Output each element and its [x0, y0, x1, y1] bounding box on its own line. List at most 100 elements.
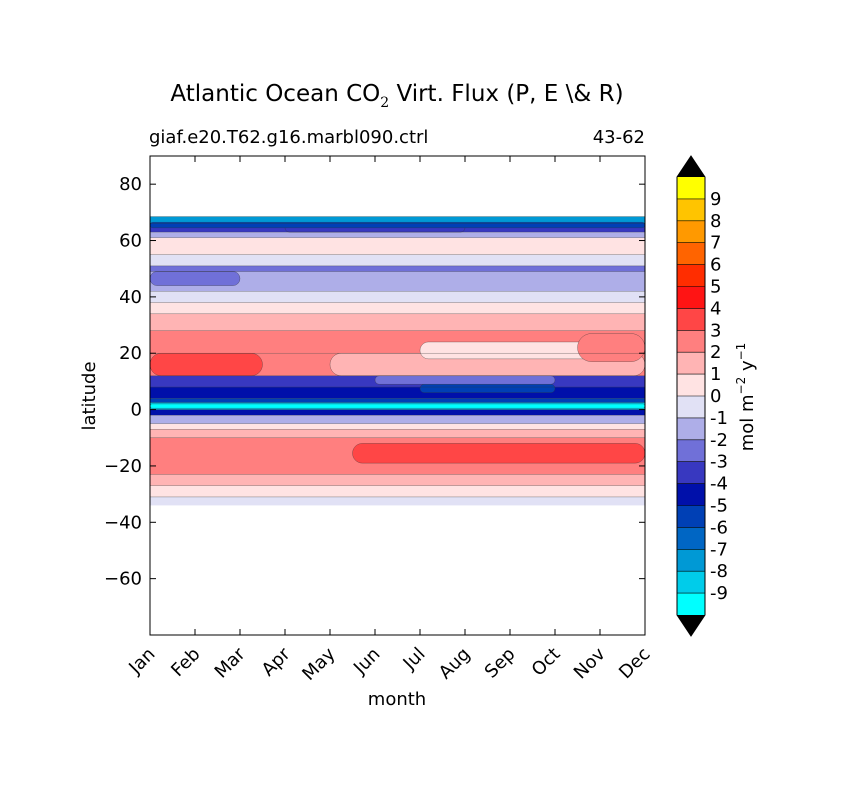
colorbar-extend-top: [677, 156, 705, 177]
colorbar-segment: [677, 374, 705, 396]
colorbar-tick-label: -4: [710, 474, 728, 495]
colorbar-segment: [677, 264, 705, 287]
x-tick-label: Aug: [435, 644, 475, 684]
colorbar-outline: [676, 155, 706, 637]
colorbar-segment: [677, 220, 705, 243]
contour-band: [150, 485, 645, 497]
colorbar-segment: [677, 308, 705, 331]
colorbar-segment: [677, 527, 705, 550]
x-tick-label: May: [298, 643, 339, 684]
y-tick-label: 60: [119, 231, 142, 252]
colorbar-segment: [677, 571, 705, 594]
x-axis-label: month: [368, 689, 426, 710]
x-tick-label: Jan: [124, 644, 159, 679]
contour-band: [150, 237, 645, 255]
contour-band: [150, 291, 645, 303]
contour-band: [150, 474, 645, 486]
contour-band: [150, 271, 645, 292]
colorbar-tick-label: -7: [710, 539, 728, 560]
x-tick-label: Feb: [167, 644, 204, 681]
colorbar-segment: [677, 177, 705, 199]
contour-band: [150, 415, 645, 424]
x-tick-label: Apr: [258, 643, 295, 680]
colorbar-tick-label: 6: [710, 255, 721, 276]
y-axis: 80 60 40 20 0 −20 −40 −60: [104, 174, 645, 590]
plot-area: Jan Feb Mar Apr May Jun Jul Aug Sep Oct Nov Dec 80 6…: [104, 155, 655, 685]
colorbar-tick-label: -2: [710, 430, 728, 451]
colorbar-tick-label: -6: [710, 517, 728, 538]
contour-fills: [149, 216, 646, 506]
x-tick-label: Dec: [615, 644, 654, 683]
colorbar-tick-label: 7: [710, 233, 721, 254]
colorbar-tick-label: 2: [710, 342, 721, 363]
contour-band: [150, 429, 645, 438]
x-tick-label: Mar: [211, 643, 250, 682]
colorbar-label: mol m−2 y−1: [734, 343, 758, 452]
colorbar-segment: [677, 286, 705, 309]
y-tick-label: 0: [131, 400, 142, 421]
colorbar-tick-label: -9: [710, 583, 728, 604]
title-subscript: 2: [380, 95, 389, 111]
x-tick-label: Sep: [481, 644, 520, 683]
contour-patch: [352, 443, 646, 464]
colorbar-segment: [677, 439, 705, 462]
colorbar-tick-label: -1: [710, 408, 728, 429]
colorbar-extend-bottom: [677, 615, 705, 636]
contour-patch: [419, 383, 556, 393]
colorbar-tick-label: 1: [710, 364, 721, 385]
contour-band: [150, 302, 645, 314]
x-tick-label: Nov: [570, 643, 610, 683]
colorbar-segment: [677, 593, 705, 615]
y-tick-label: 80: [119, 174, 142, 195]
colorbar-tick-label: 3: [710, 320, 721, 341]
contour-band: [150, 387, 645, 399]
colorbar-tick-label: 0: [710, 386, 721, 407]
years-label: 43-62: [593, 127, 645, 148]
plot-frame: [149, 155, 646, 636]
contour-patch: [149, 352, 263, 377]
contour-band: [150, 216, 645, 224]
y-tick-label: −40: [104, 512, 142, 533]
colorbar-segment: [677, 483, 705, 506]
colorbar-tick-label: -3: [710, 452, 728, 473]
colorbar-tick-label: 8: [710, 211, 721, 232]
colorbar-segment: [677, 417, 705, 440]
colorbar-tick-label: 9: [710, 189, 721, 210]
case-label: giaf.e20.T62.g16.marbl090.ctrl: [149, 127, 428, 148]
colorbar-tick-label: -8: [710, 561, 728, 582]
x-tick-label: Oct: [528, 644, 565, 681]
contour-lines: [150, 216, 645, 498]
contour-patch: [419, 341, 601, 360]
colorbar-segment: [677, 549, 705, 572]
contour-band: [150, 313, 645, 331]
colorbar-segment: [677, 242, 705, 265]
x-tick-label: Jun: [349, 644, 384, 679]
colorbar-segment: [677, 330, 705, 353]
y-axis-label: latitude: [79, 361, 100, 430]
y-tick-label: 40: [119, 287, 142, 308]
colorbar-tick-label: -5: [710, 496, 728, 517]
contour-band: [150, 409, 645, 416]
contour-patch: [374, 375, 556, 385]
colorbar-segment: [677, 396, 705, 418]
chart-title: Atlantic Ocean CO2 Virt. Flux (P, E \& R…: [170, 81, 623, 111]
contour-band: [150, 232, 645, 238]
y-tick-label: −20: [104, 456, 142, 477]
x-tick-label: Jul: [399, 644, 430, 675]
contour-patch: [149, 271, 241, 286]
colorbar-segment: [677, 505, 705, 528]
colorbar-tick-label: 4: [710, 298, 721, 319]
contour-patch: [149, 403, 646, 409]
contour-patch: [149, 221, 646, 229]
y-tick-label: 20: [119, 343, 142, 364]
y-tick-label: −60: [104, 569, 142, 590]
colorbar-tick-label: 5: [710, 277, 721, 298]
colorbar-segment: [677, 198, 705, 221]
contour-band: [150, 496, 645, 506]
colorbar-segment: [677, 461, 705, 484]
contour-patch: [577, 333, 646, 362]
contour-band: [150, 423, 645, 430]
colorbar-segment: [677, 352, 705, 375]
